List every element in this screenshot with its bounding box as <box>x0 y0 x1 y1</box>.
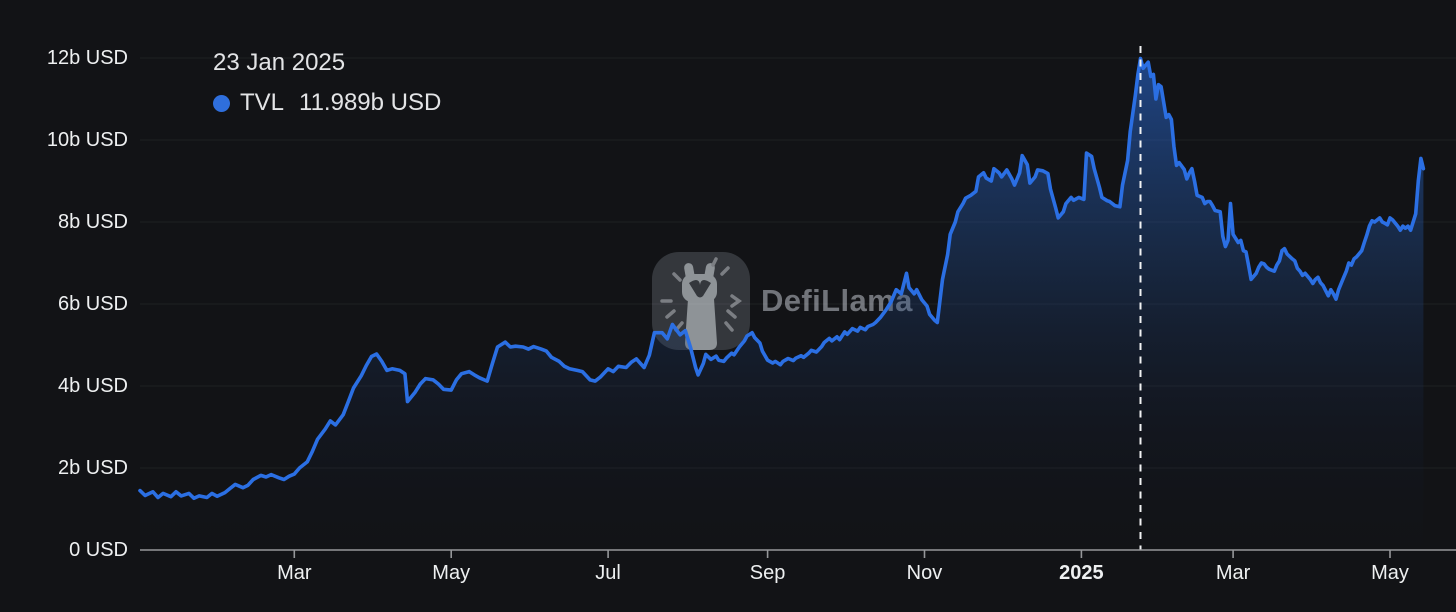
x-axis-ticks <box>293 550 1391 558</box>
tvl-series-dot-icon <box>213 94 230 112</box>
tooltip-series-row: TVL 11.989b USD <box>213 89 441 117</box>
defillama-watermark: DefiLlama <box>652 252 913 350</box>
tvl-series-value: 11.989b USD <box>299 89 442 116</box>
defillama-llama-logo-icon <box>652 252 750 350</box>
tooltip-date: 23 Jan 2025 <box>213 49 346 76</box>
hover-tooltip-legend: 23 Jan 2025 TVL 11.989b USD <box>213 49 441 117</box>
tvl-area-fill <box>140 58 1424 550</box>
tvl-line <box>138 56 1426 501</box>
tvl-series-name: TVL <box>240 89 285 116</box>
